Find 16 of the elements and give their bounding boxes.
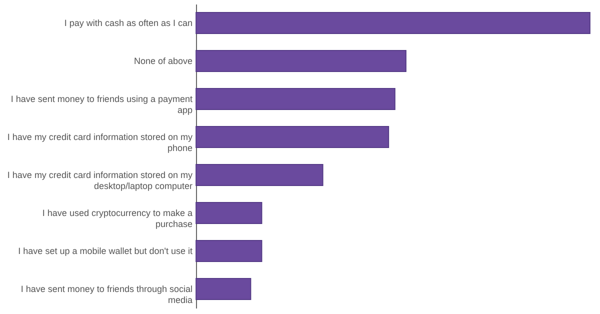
bar [196, 88, 396, 110]
y-tick-label: I pay with cash as often as I can [64, 18, 192, 28]
bar [196, 240, 262, 262]
bar [196, 126, 390, 148]
bar [196, 12, 590, 34]
bar [196, 278, 252, 300]
y-tick-label: I have sent money to friends using a payment app [10, 94, 193, 115]
bar [196, 50, 406, 72]
y-tick-label: I have sent money to friends through social media [20, 284, 192, 305]
y-tick-label: I have set up a mobile wallet but don't use it [18, 246, 193, 256]
bar [196, 164, 324, 186]
y-tick-label: I have my credit card information stored on my desktop/laptop computer [7, 170, 193, 191]
y-tick-label: I have my credit card information stored on my phone [7, 132, 193, 153]
y-tick-label: None of above [134, 56, 192, 66]
y-tick-label: I have used cryptocurrency to make a purchase [42, 208, 192, 229]
bar [196, 202, 262, 224]
